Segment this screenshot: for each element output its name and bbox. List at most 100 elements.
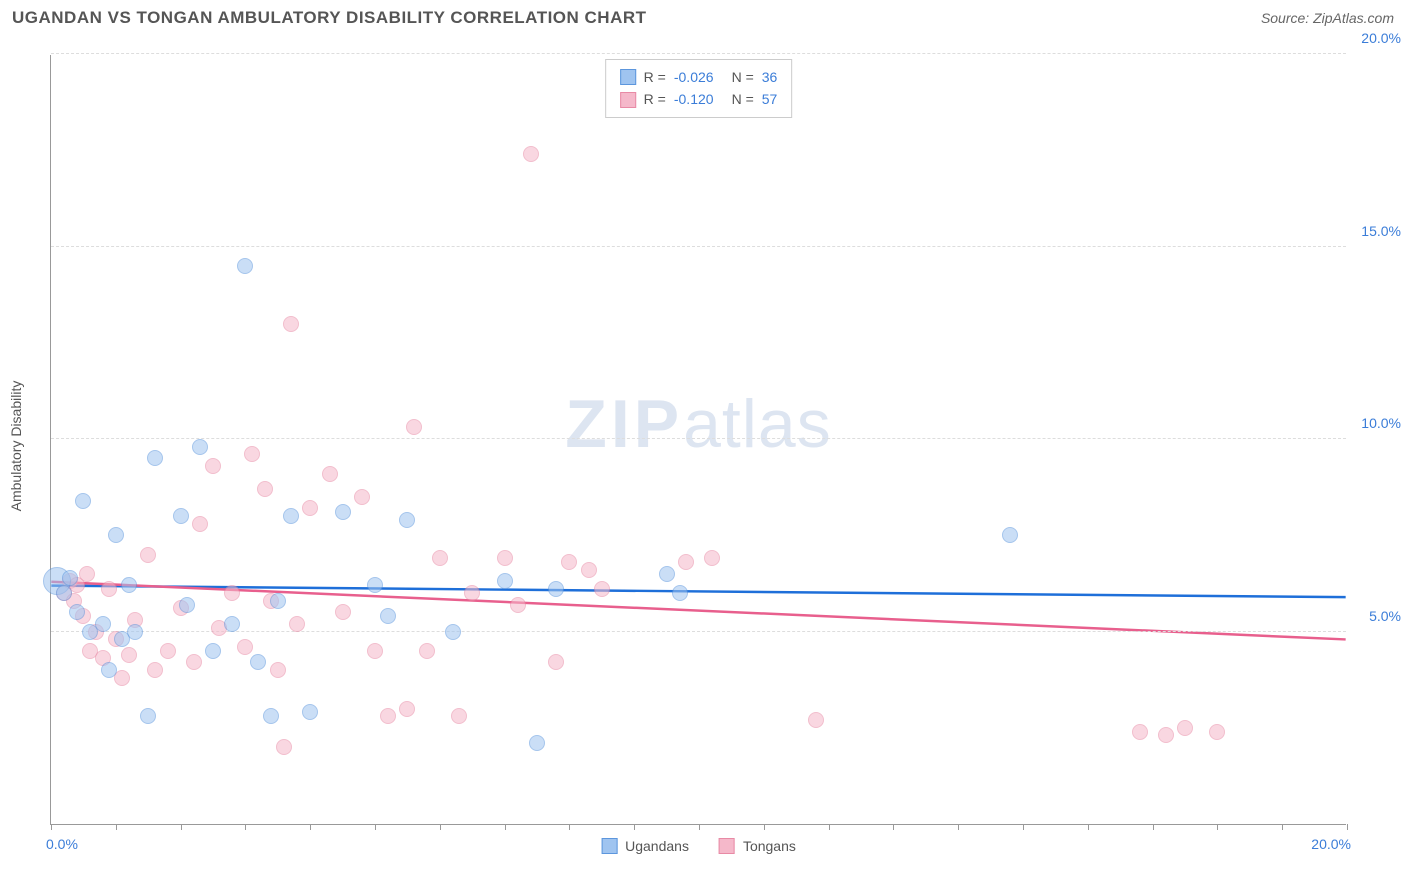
- data-point-tongans: [354, 489, 370, 505]
- data-point-tongans: [276, 739, 292, 755]
- stat-r-tongans: -0.120: [674, 88, 714, 110]
- data-point-tongans: [1132, 724, 1148, 740]
- data-point-ugandans: [121, 577, 137, 593]
- data-point-ugandans: [380, 608, 396, 624]
- data-point-tongans: [335, 604, 351, 620]
- data-point-tongans: [419, 643, 435, 659]
- stat-r-ugandans: -0.026: [674, 66, 714, 88]
- gridline: [51, 438, 1346, 439]
- data-point-tongans: [160, 643, 176, 659]
- x-tick: [1282, 824, 1283, 830]
- x-tick: [893, 824, 894, 830]
- data-point-ugandans: [75, 493, 91, 509]
- data-point-ugandans: [263, 708, 279, 724]
- gridline: [51, 53, 1346, 54]
- data-point-ugandans: [56, 585, 72, 601]
- gridline: [51, 246, 1346, 247]
- data-point-tongans: [237, 639, 253, 655]
- data-point-ugandans: [62, 570, 78, 586]
- x-tick: [310, 824, 311, 830]
- data-point-ugandans: [302, 704, 318, 720]
- x-tick: [1088, 824, 1089, 830]
- stat-row-ugandans: R = -0.026 N = 36: [620, 66, 778, 88]
- stat-n-label: N =: [732, 66, 754, 88]
- y-tick-label: 10.0%: [1351, 415, 1401, 431]
- x-tick: [375, 824, 376, 830]
- data-point-tongans: [121, 647, 137, 663]
- data-point-tongans: [79, 566, 95, 582]
- data-point-tongans: [186, 654, 202, 670]
- data-point-tongans: [808, 712, 824, 728]
- y-tick-label: 5.0%: [1351, 608, 1401, 624]
- data-point-tongans: [678, 554, 694, 570]
- data-point-tongans: [704, 550, 720, 566]
- trend-lines-svg: [51, 55, 1346, 824]
- data-point-tongans: [406, 419, 422, 435]
- data-point-ugandans: [127, 624, 143, 640]
- x-tick: [116, 824, 117, 830]
- x-tick: [1347, 824, 1348, 830]
- watermark-light: atlas: [683, 386, 832, 462]
- x-tick: [51, 824, 52, 830]
- swatch-ugandans: [620, 69, 636, 85]
- data-point-ugandans: [101, 662, 117, 678]
- data-point-tongans: [510, 597, 526, 613]
- chart-source: Source: ZipAtlas.com: [1261, 10, 1394, 26]
- data-point-tongans: [380, 708, 396, 724]
- x-tick: [829, 824, 830, 830]
- data-point-ugandans: [335, 504, 351, 520]
- data-point-tongans: [367, 643, 383, 659]
- data-point-tongans: [101, 581, 117, 597]
- data-point-ugandans: [69, 604, 85, 620]
- gridline: [51, 631, 1346, 632]
- data-point-tongans: [283, 316, 299, 332]
- x-tick: [505, 824, 506, 830]
- data-point-ugandans: [173, 508, 189, 524]
- swatch-tongans: [620, 92, 636, 108]
- data-point-tongans: [205, 458, 221, 474]
- data-point-tongans: [224, 585, 240, 601]
- data-point-tongans: [140, 547, 156, 563]
- data-point-tongans: [147, 662, 163, 678]
- stat-r-label: R =: [644, 66, 666, 88]
- x-tick: [245, 824, 246, 830]
- data-point-ugandans: [179, 597, 195, 613]
- data-point-ugandans: [250, 654, 266, 670]
- x-axis-min-label: 0.0%: [46, 836, 78, 852]
- trend-line: [51, 586, 1345, 598]
- legend-swatch-tongans: [719, 838, 735, 854]
- data-point-ugandans: [224, 616, 240, 632]
- stat-n-label: N =: [732, 88, 754, 110]
- data-point-ugandans: [205, 643, 221, 659]
- data-point-ugandans: [399, 512, 415, 528]
- data-point-tongans: [1158, 727, 1174, 743]
- data-point-tongans: [451, 708, 467, 724]
- x-tick: [1153, 824, 1154, 830]
- data-point-tongans: [302, 500, 318, 516]
- y-tick-label: 15.0%: [1351, 223, 1401, 239]
- chart-title: UGANDAN VS TONGAN AMBULATORY DISABILITY …: [12, 8, 647, 28]
- data-point-ugandans: [497, 573, 513, 589]
- data-point-ugandans: [147, 450, 163, 466]
- data-point-ugandans: [237, 258, 253, 274]
- x-tick: [634, 824, 635, 830]
- x-tick: [181, 824, 182, 830]
- legend-item-ugandans: Ugandans: [601, 838, 689, 854]
- legend-label-ugandans: Ugandans: [625, 838, 689, 854]
- data-point-ugandans: [270, 593, 286, 609]
- data-point-tongans: [561, 554, 577, 570]
- x-tick: [958, 824, 959, 830]
- y-axis-label: Ambulatory Disability: [8, 381, 24, 512]
- data-point-tongans: [581, 562, 597, 578]
- data-point-tongans: [322, 466, 338, 482]
- data-point-ugandans: [672, 585, 688, 601]
- x-tick: [764, 824, 765, 830]
- stat-n-ugandans: 36: [762, 66, 778, 88]
- data-point-ugandans: [659, 566, 675, 582]
- series-legend: Ugandans Tongans: [601, 838, 796, 854]
- y-tick-label: 20.0%: [1351, 30, 1401, 46]
- x-tick: [699, 824, 700, 830]
- data-point-tongans: [594, 581, 610, 597]
- chart-header: UGANDAN VS TONGAN AMBULATORY DISABILITY …: [0, 0, 1406, 36]
- legend-label-tongans: Tongans: [743, 838, 796, 854]
